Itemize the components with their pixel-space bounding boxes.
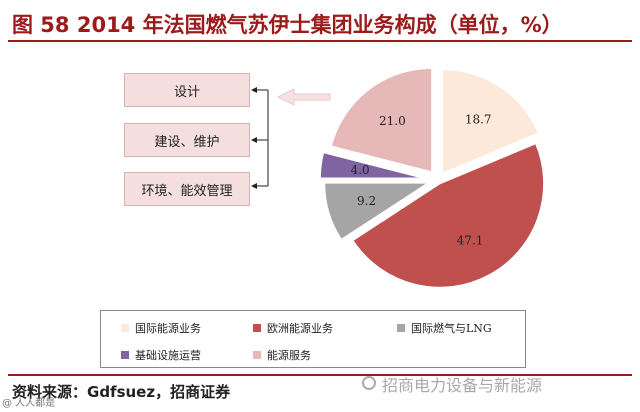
legend-label: 欧洲能源业务 <box>267 322 333 335</box>
service-box-environment: 环境、能效管理 <box>124 172 250 206</box>
legend-swatch <box>253 351 261 359</box>
legend-label: 国际能源业务 <box>135 322 201 335</box>
legend-item: 国际能源业务 <box>121 320 201 336</box>
legend-item: 国际燃气与LNG <box>397 320 492 336</box>
page-title: 图 58 2014 年法国燃气苏伊士集团业务构成（单位，%） <box>12 13 563 37</box>
arrowhead-mid <box>251 137 257 143</box>
arrowhead-bottom <box>251 183 257 189</box>
watermark: 招商电力设备与新能源 <box>382 376 543 395</box>
pie-slice <box>319 151 425 179</box>
source-note: 资料来源：Gdfsuez，招商证券 <box>12 383 231 401</box>
title-bar: 图 58 2014 年法国燃气苏伊士集团业务构成（单位，%） <box>0 0 640 44</box>
legend-swatch <box>253 324 261 332</box>
legend-label: 能源服务 <box>267 349 311 362</box>
corner-watermark: @ 人人都是 <box>2 398 56 409</box>
service-box-construction: 建设、维护 <box>124 123 250 157</box>
legend-swatch <box>397 324 405 332</box>
legend-label: 国际燃气与LNG <box>411 322 492 335</box>
pie-slice <box>441 68 540 175</box>
pie-slice <box>323 182 431 241</box>
pie-slice <box>330 67 433 174</box>
legend-item: 能源服务 <box>253 347 311 363</box>
slice-label: 21.0 <box>379 114 406 128</box>
legend-item: 欧洲能源业务 <box>253 320 333 336</box>
wechat-icon <box>362 376 376 390</box>
slice-label: 47.1 <box>457 234 484 248</box>
legend-swatch <box>121 324 129 332</box>
arrowhead-top <box>251 87 257 93</box>
title-rule <box>8 40 632 42</box>
slice-label: 4.0 <box>351 163 370 177</box>
legend: 国际能源业务 欧洲能源业务 国际燃气与LNG 基础设施运营 能源服务 <box>100 310 526 368</box>
slice-label: 9.2 <box>357 194 376 208</box>
pointer-arrow <box>276 88 331 106</box>
legend-item: 基础设施运营 <box>121 347 201 363</box>
slice-label: 18.7 <box>465 113 492 127</box>
service-box-design: 设计 <box>124 73 250 107</box>
legend-label: 基础设施运营 <box>135 349 201 362</box>
pie-slice <box>351 142 545 289</box>
legend-swatch <box>121 351 129 359</box>
footer-rule <box>8 374 632 376</box>
